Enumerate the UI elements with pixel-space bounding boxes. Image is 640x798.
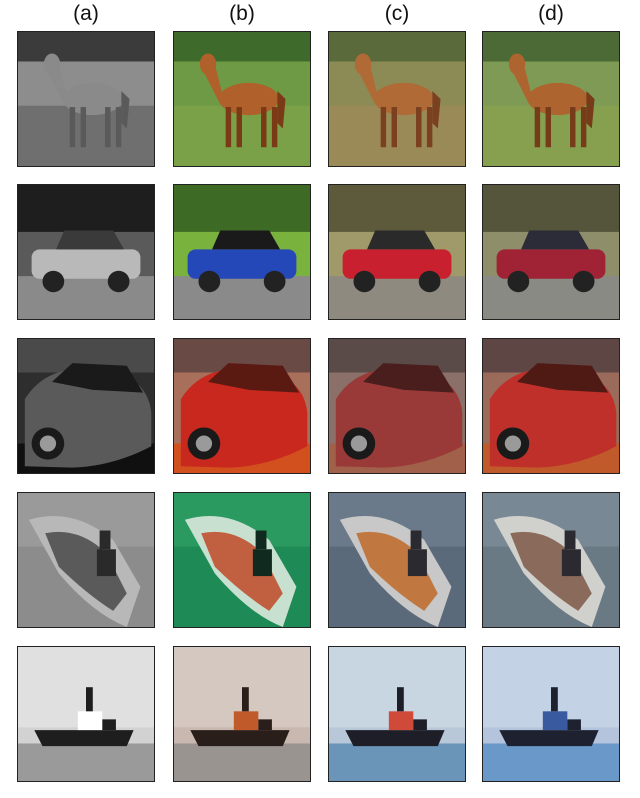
car-image	[483, 185, 619, 319]
image-tile-sports-car-a	[17, 338, 155, 474]
ship-image	[329, 493, 465, 627]
horse-image	[18, 32, 154, 166]
column-label-c: (c)	[384, 2, 410, 25]
image-tile-tugboat-b	[173, 646, 311, 782]
image-tile-ship-a	[17, 492, 155, 628]
sports-car-image	[329, 339, 465, 473]
car-image	[18, 185, 154, 319]
image-tile-ship-b	[173, 492, 311, 628]
sports-car-image	[483, 339, 619, 473]
image-tile-tugboat-a	[17, 646, 155, 782]
image-tile-sports-car-c	[328, 338, 466, 474]
horse-image	[483, 32, 619, 166]
image-tile-horse-a	[17, 31, 155, 167]
column-label-b: (b)	[229, 2, 255, 25]
tugboat-image	[18, 647, 154, 781]
tugboat-image	[174, 647, 310, 781]
image-tile-ship-d	[482, 492, 620, 628]
image-tile-car-b	[173, 184, 311, 320]
image-tile-tugboat-c	[328, 646, 466, 782]
image-tile-car-d	[482, 184, 620, 320]
horse-image	[329, 32, 465, 166]
car-image	[329, 185, 465, 319]
image-tile-ship-c	[328, 492, 466, 628]
tugboat-image	[329, 647, 465, 781]
column-label-a: (a)	[73, 2, 99, 25]
ship-image	[18, 493, 154, 627]
sports-car-image	[18, 339, 154, 473]
sports-car-image	[174, 339, 310, 473]
image-tile-horse-b	[173, 31, 311, 167]
car-image	[174, 185, 310, 319]
image-tile-sports-car-d	[482, 338, 620, 474]
image-tile-car-c	[328, 184, 466, 320]
horse-image	[174, 32, 310, 166]
ship-image	[483, 493, 619, 627]
image-tile-sports-car-b	[173, 338, 311, 474]
image-tile-horse-d	[482, 31, 620, 167]
ship-image	[174, 493, 310, 627]
image-tile-tugboat-d	[482, 646, 620, 782]
image-tile-horse-c	[328, 31, 466, 167]
image-tile-car-a	[17, 184, 155, 320]
column-label-d: (d)	[538, 2, 564, 25]
tugboat-image	[483, 647, 619, 781]
